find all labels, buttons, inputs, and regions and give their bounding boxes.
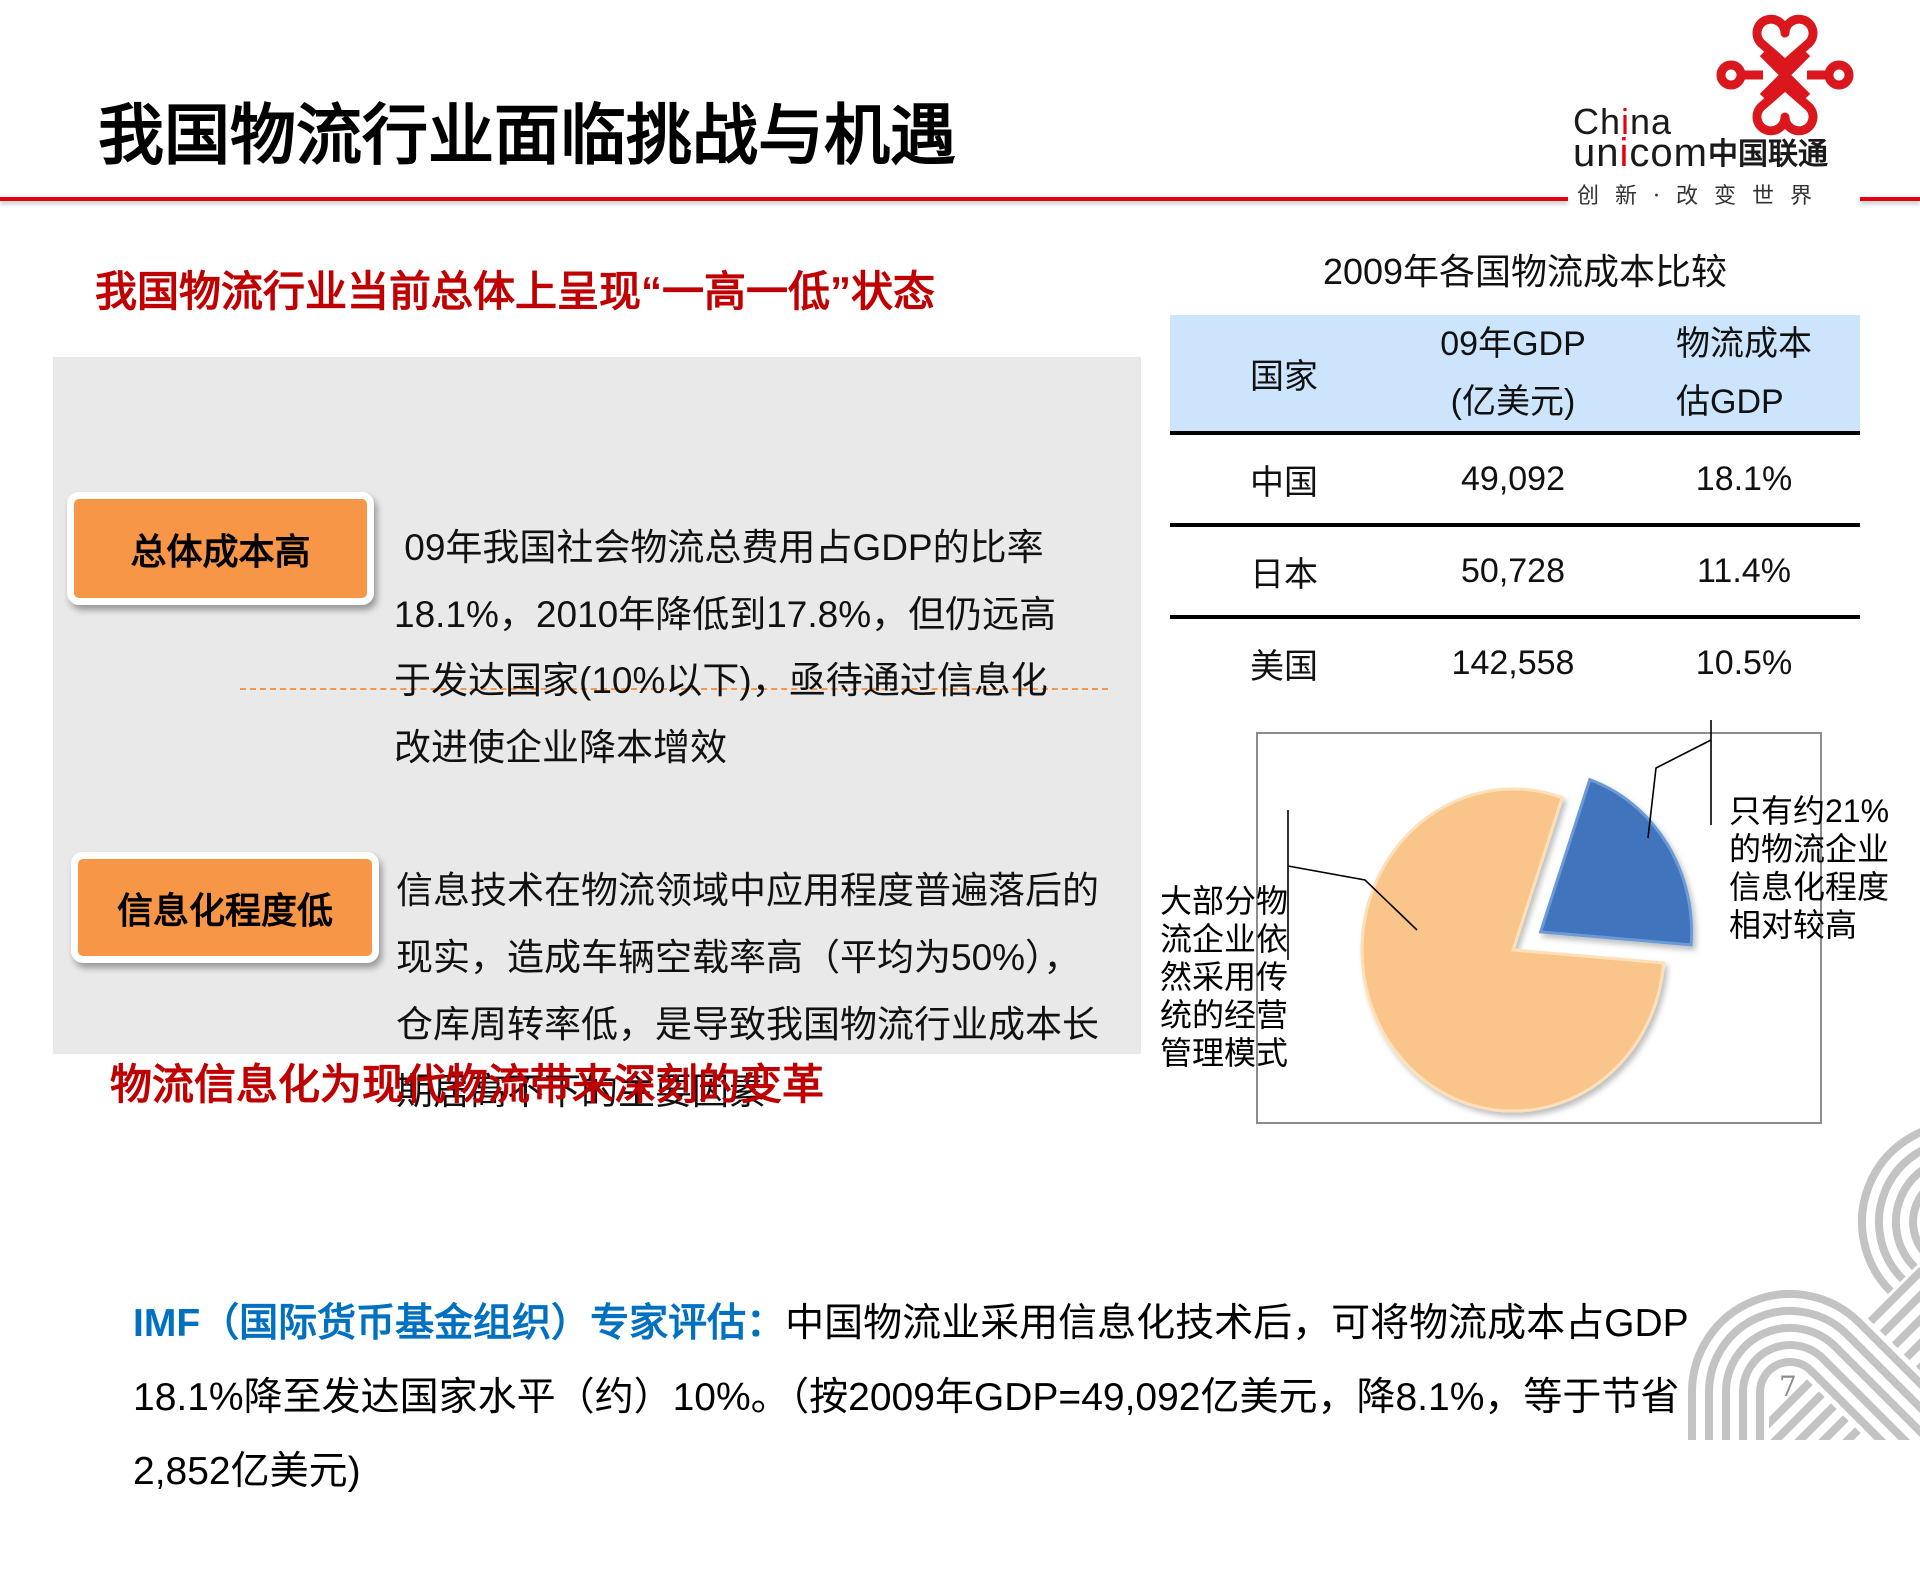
table-row: 中国 49,092 18.1% [1170, 435, 1860, 527]
header-cell-gdp: 09年GDP (亿美元) [1398, 315, 1628, 431]
label-line: 相对较高 [1729, 907, 1858, 943]
header-label: 估GDP [1676, 383, 1784, 421]
logo-text-part: un [1573, 131, 1620, 175]
badge-low-informatization: 信息化程度低 [71, 852, 379, 963]
low-informatization-description: 信息技术在物流领域中应用程度普遍落后的 现实，造成车辆空载率高（平均为50%）， 仓… [396, 725, 1099, 1192]
text-line: 信息技术在物流领域中应用程度普遍落后的 [396, 870, 1099, 912]
logo-text-red-i: i [1619, 131, 1630, 175]
pie-label-informatized: 只有约21% 的物流企业 信息化程度 相对较高 [1729, 716, 1889, 982]
pie-label-traditional: 大部分物 流企业依 然采用传 统的经营 管理模式 [1160, 806, 1288, 1110]
table-header-row: 国家 09年GDP (亿美元) 物流成本估GDP [1170, 315, 1860, 435]
label-line: 统的经营 [1160, 997, 1289, 1033]
header-label: 09年GDP [1440, 325, 1586, 363]
logo-text-chinese: 中国联通 [1707, 138, 1828, 171]
background-graphics [1683, 1128, 1920, 1440]
header-rule-right [1860, 197, 1920, 201]
label-line: 只有约21% [1729, 793, 1890, 829]
cell-country: 中国 [1250, 462, 1318, 503]
cell-country: 美国 [1250, 646, 1318, 687]
text-line: 于发达国家(10%以下)，亟待通过信息化 [394, 660, 1048, 701]
logo-text-part: com [1629, 131, 1708, 175]
label-line: 管理模式 [1160, 1035, 1289, 1071]
logo-tagline: 创新·改变世界 [1577, 184, 1828, 209]
text-line: 仓库周转率低，是导致我国物流行业成本长 [396, 1003, 1099, 1045]
header-cell-country: 国家 [1170, 315, 1398, 431]
label-line: 信息化程度 [1729, 869, 1890, 905]
table-row: 美国 142,558 10.5% [1170, 619, 1860, 707]
dashed-divider [240, 688, 1108, 690]
text-line: 期居高不下的主要因素 [396, 1070, 766, 1112]
section-heading-transformation: 物流信息化为现代物流带来深刻的变革 [110, 1061, 825, 1108]
decorative-knot-pattern-icon [1683, 1128, 1920, 1440]
logo-text-china: China [1573, 104, 1672, 140]
label-line: 的物流企业 [1729, 831, 1890, 867]
text-line: IMF（国际货币基金组织）专家评估：中国物流业采用信息化技术后，可将物流成本占G… [133, 1287, 1689, 1361]
text-run: 中国物流业采用信息化技术后，可将物流成本占GDP [785, 1302, 1689, 1345]
badge-label: 总体成本高 [130, 530, 311, 572]
text-line: 09年我国社会物流总费用占GDP的比率 [394, 527, 1044, 568]
text-line: 18.1%降至发达国家水平（约）10%。（按2009年GDP=49,092亿美元… [133, 1376, 1680, 1419]
label-line: 流企业依 [1160, 921, 1289, 957]
cell-cost-ratio: 11.4% [1697, 551, 1791, 590]
header-label: (亿美元) [1450, 383, 1576, 421]
cell-gdp: 50,728 [1461, 551, 1565, 590]
high-cost-description: 09年我国社会物流总费用占GDP的比率 18.1%，2010年降低到17.8%，但… [394, 382, 1056, 848]
page-number: 7 [1779, 1370, 1797, 1403]
logo-text-red-i: i [1621, 101, 1631, 142]
text-line: 18.1%，2010年降低到17.8%，但仍远高 [394, 593, 1057, 635]
section-heading-high-low: 我国物流行业当前总体上呈现“一高一低”状态 [95, 268, 936, 315]
badge-label: 信息化程度低 [116, 889, 333, 931]
imf-assessment-paragraph: IMF（国际货币基金组织）专家评估：中国物流业采用信息化技术后，可将物流成本占G… [133, 1139, 1689, 1583]
text-line: 现实，造成车辆空载率高（平均为50%）， [396, 937, 1081, 979]
logistics-cost-table: 国家 09年GDP (亿美元) 物流成本 估GDP 中国 49,092 18.1% … [1170, 315, 1860, 707]
cell-gdp: 49,092 [1461, 459, 1565, 498]
slide-title: 我国物流行业面临挑战与机遇 [98, 98, 956, 172]
text-line: 改进使企业降本增效 [394, 726, 727, 768]
badge-high-cost: 总体成本高 [67, 492, 374, 605]
label-line: 然采用传 [1160, 959, 1289, 995]
logo-text-part: Ch [1573, 101, 1622, 142]
pie-chart-frame [1256, 732, 1822, 1124]
cell-cost-ratio: 18.1% [1695, 459, 1793, 498]
header-label: 国家 [1250, 356, 1318, 397]
cell-country: 日本 [1250, 554, 1318, 595]
header-cell-cost-ratio: 物流成本估GDP [1628, 315, 1860, 431]
imf-label: IMF（国际货币基金组织）专家评估： [133, 1302, 786, 1345]
cell-cost-ratio: 10.5% [1695, 643, 1793, 682]
label-line: 大部分物 [1160, 883, 1289, 919]
table-title: 2009年各国物流成本比较 [1322, 251, 1728, 292]
header-label: 物流成本 [1676, 325, 1812, 363]
header-rule-left [0, 197, 1568, 201]
cell-gdp: 142,558 [1451, 643, 1575, 682]
text-line: 2,852亿美元) [133, 1450, 361, 1493]
logo-text-unicom: unicom中国联通 [1573, 133, 1828, 175]
logo-text-part: na [1630, 101, 1673, 142]
table-row: 日本 50,728 11.4% [1170, 527, 1860, 619]
